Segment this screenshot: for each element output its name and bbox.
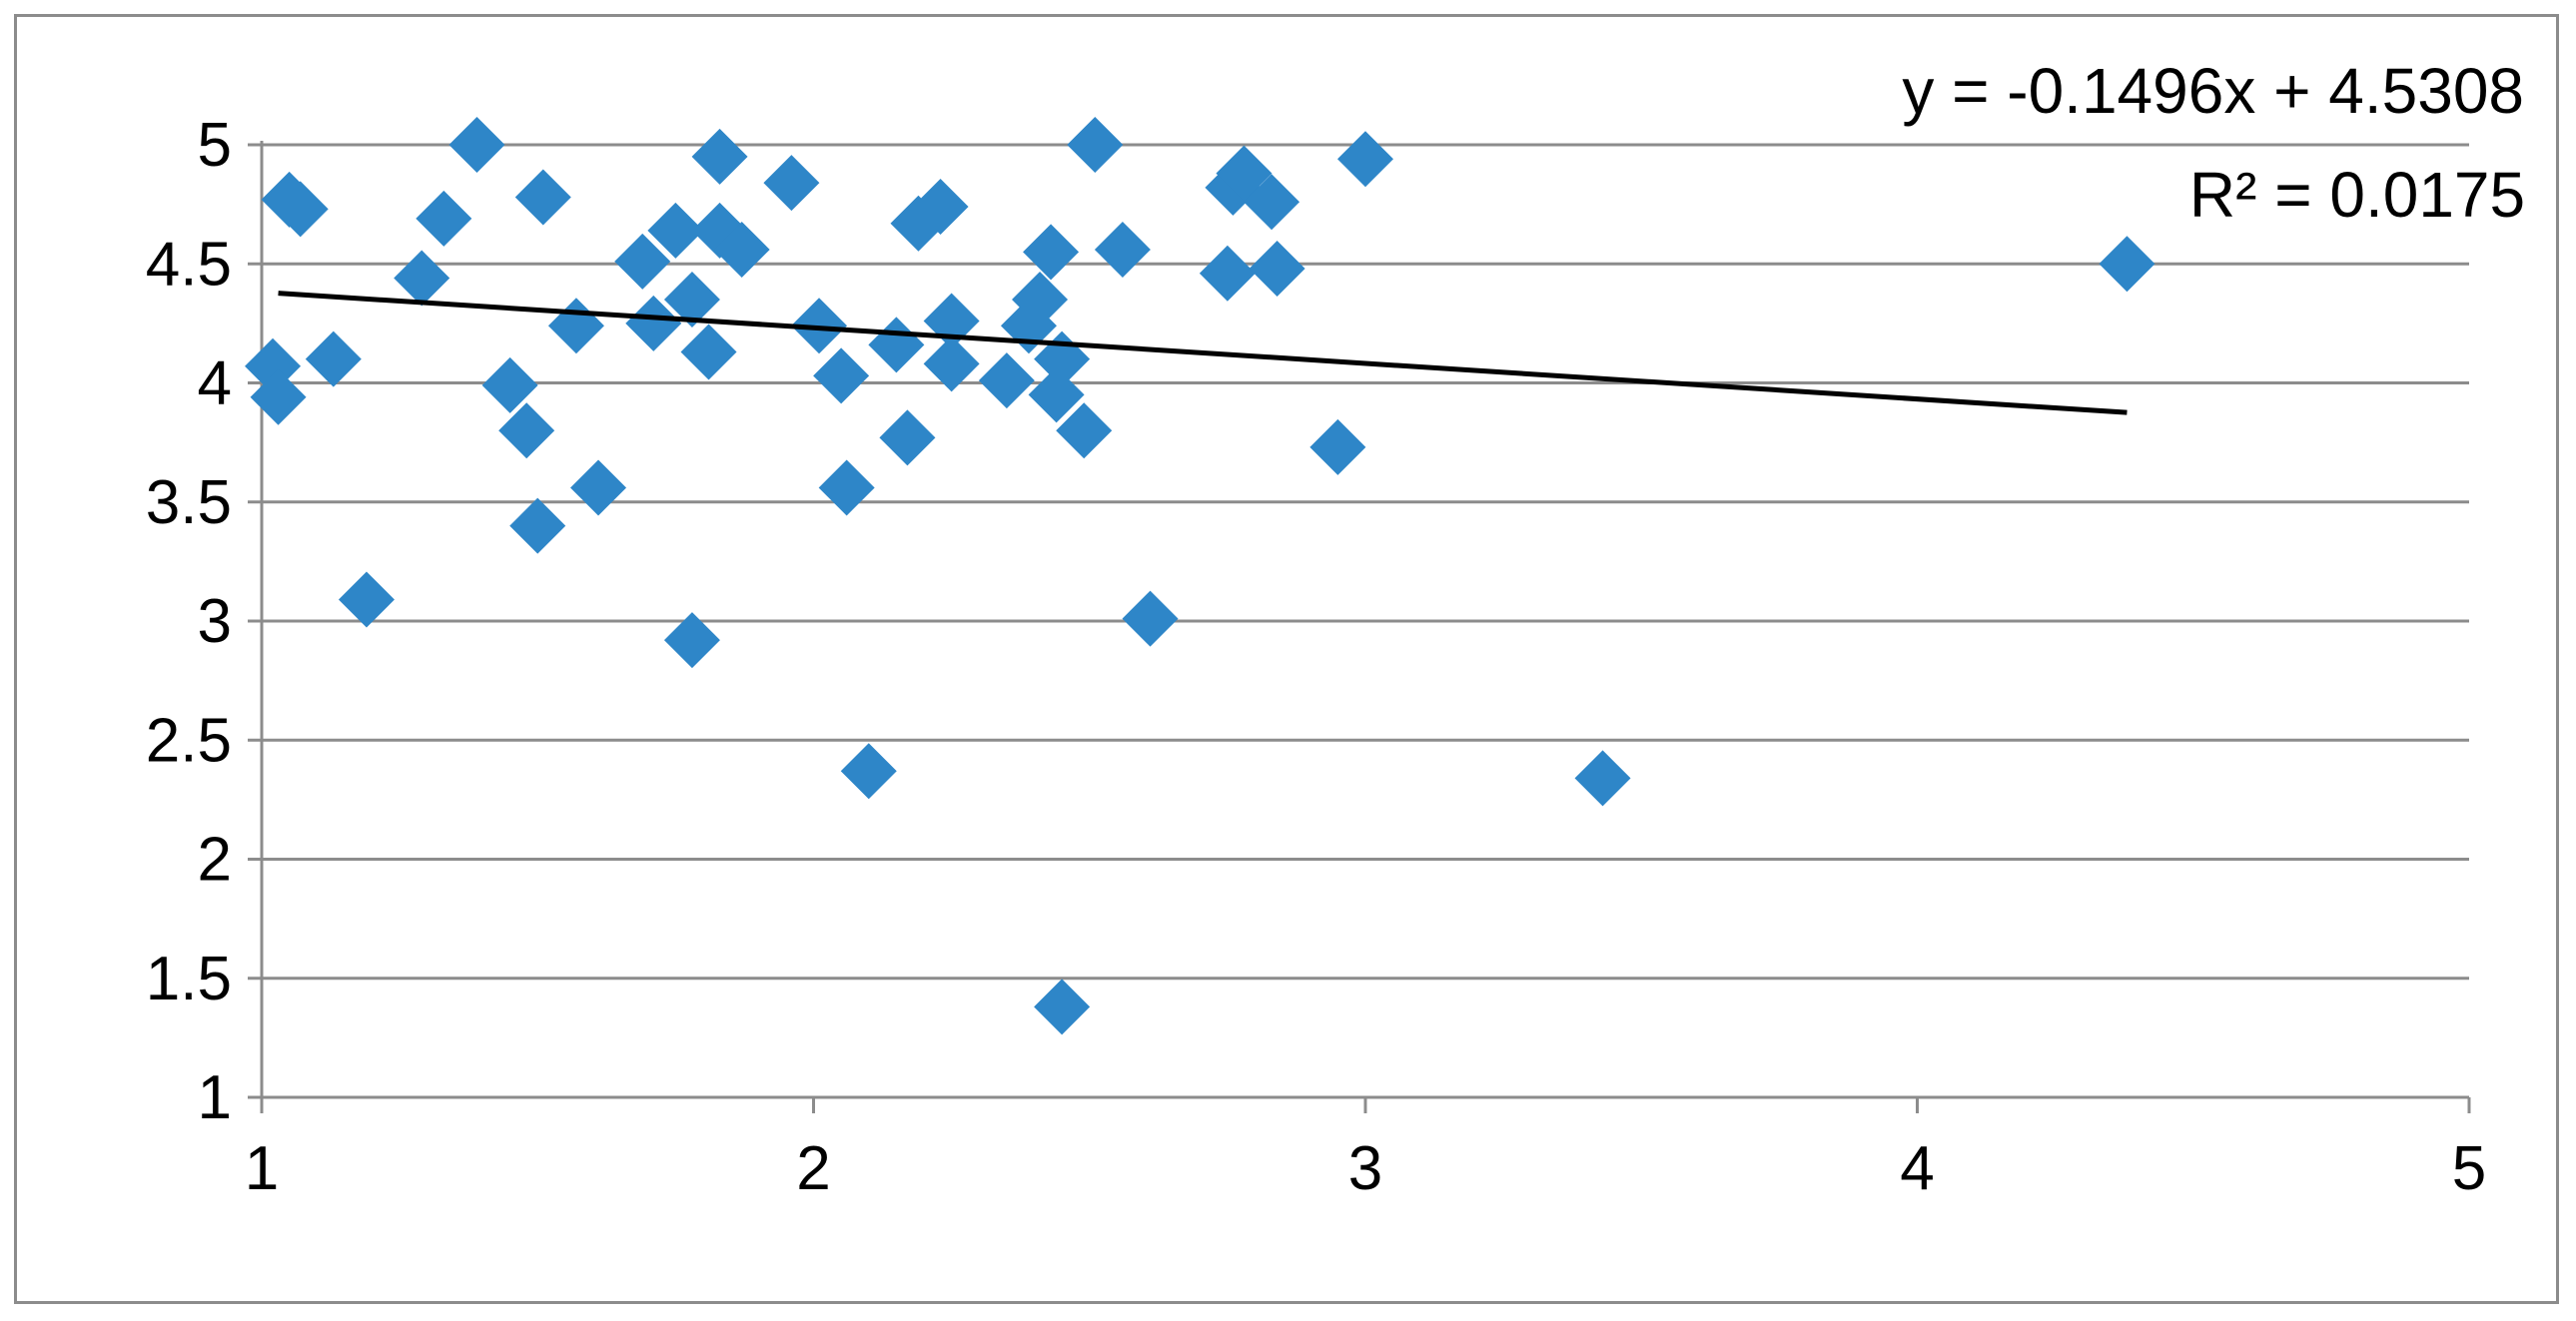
data-point bbox=[448, 117, 505, 173]
data-point bbox=[547, 298, 604, 354]
data-point bbox=[614, 233, 671, 290]
data-point bbox=[1056, 402, 1113, 459]
data-point bbox=[713, 221, 770, 278]
scatter-chart: 1 1.5 2 2.5 3 3.5 4 4.5 5 1 2 3 4 5 y = -0.1496x + 4… bbox=[146, 55, 2525, 1203]
data-point bbox=[305, 330, 362, 387]
x-tick-label: 2 bbox=[796, 1134, 830, 1203]
axes bbox=[260, 141, 2469, 1099]
y-tick-label: 1 bbox=[198, 1063, 232, 1132]
data-point bbox=[691, 128, 748, 185]
x-tick-label: 3 bbox=[1348, 1134, 1382, 1203]
x-tick-label: 5 bbox=[2452, 1134, 2486, 1203]
data-point bbox=[394, 250, 450, 307]
data-point bbox=[1309, 418, 1366, 475]
data-point bbox=[1216, 145, 1273, 202]
data-point bbox=[338, 571, 395, 628]
data-point bbox=[912, 179, 969, 236]
data-point bbox=[1249, 241, 1305, 298]
y-tick-label: 3 bbox=[198, 587, 232, 656]
data-point bbox=[1199, 245, 1256, 302]
data-point bbox=[2099, 236, 2155, 293]
data-point bbox=[763, 155, 820, 212]
data-point bbox=[663, 272, 720, 329]
data-point bbox=[818, 459, 875, 516]
x-tick-labels: 1 2 3 4 5 bbox=[245, 1134, 2486, 1203]
y-tick-label: 2.5 bbox=[146, 706, 232, 775]
data-point bbox=[1034, 979, 1091, 1035]
data-point bbox=[481, 356, 538, 413]
trendline-r-squared: R² = 0.0175 bbox=[2189, 159, 2525, 231]
x-tick-label: 4 bbox=[1900, 1134, 1934, 1203]
y-tick-label: 3.5 bbox=[146, 468, 232, 537]
data-point bbox=[1244, 174, 1300, 231]
data-point bbox=[879, 409, 936, 466]
data-point bbox=[1337, 131, 1393, 188]
data-point bbox=[923, 335, 980, 392]
gridlines bbox=[248, 143, 2471, 1113]
data-point bbox=[647, 202, 704, 259]
data-point bbox=[978, 352, 1035, 409]
data-point bbox=[1023, 224, 1080, 281]
data-point bbox=[1067, 117, 1124, 173]
data-point bbox=[868, 317, 925, 373]
trendline-equation: y = -0.1496x + 4.5308 bbox=[1902, 55, 2524, 127]
data-point bbox=[416, 190, 472, 247]
data-point bbox=[570, 459, 627, 516]
data-point bbox=[840, 743, 897, 800]
chart-frame: 1 1.5 2 2.5 3 3.5 4 4.5 5 1 2 3 4 5 y = -0.1496x + 4… bbox=[14, 14, 2559, 1304]
y-tick-label: 4 bbox=[198, 349, 232, 418]
data-points bbox=[245, 117, 2155, 1035]
data-point bbox=[514, 169, 571, 226]
data-point bbox=[509, 497, 566, 554]
data-point bbox=[625, 295, 682, 351]
trendline bbox=[278, 291, 2128, 415]
data-point bbox=[1012, 272, 1069, 329]
data-point bbox=[1094, 221, 1151, 278]
y-tick-labels: 1 1.5 2 2.5 3 3.5 4 4.5 5 bbox=[146, 111, 232, 1132]
data-point bbox=[663, 612, 720, 669]
y-tick-label: 5 bbox=[198, 111, 232, 180]
data-point bbox=[680, 324, 737, 380]
x-tick-label: 1 bbox=[245, 1134, 279, 1203]
data-point bbox=[1122, 590, 1179, 647]
data-point bbox=[272, 181, 329, 238]
data-point bbox=[1574, 750, 1631, 807]
y-tick-label: 1.5 bbox=[146, 945, 232, 1013]
data-point bbox=[1028, 366, 1085, 423]
data-point bbox=[498, 402, 555, 459]
y-tick-label: 2 bbox=[198, 826, 232, 895]
data-point bbox=[250, 368, 307, 425]
data-point bbox=[813, 347, 870, 404]
y-tick-label: 4.5 bbox=[146, 230, 232, 299]
